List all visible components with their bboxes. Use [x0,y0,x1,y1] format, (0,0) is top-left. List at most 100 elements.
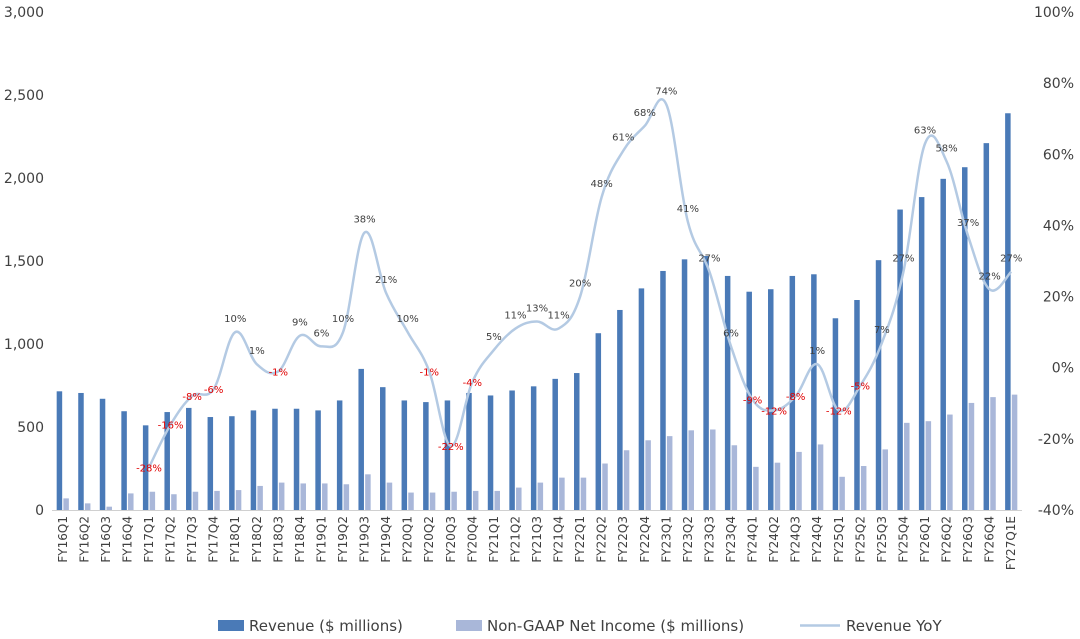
x-tick-label: FY21Q2 [508,516,522,563]
yoy-data-label: -5% [851,382,870,393]
net-income-bar [882,449,888,510]
revenue-bar [315,410,321,510]
x-axis: FY16Q1 FY16Q2 FY16Q3 FY16Q4 FY17Q1 FY17Q2 FY17… [56,516,1018,570]
net-income-bar [904,422,910,510]
net-income-bar [947,414,953,510]
legend-swatch-net-income [456,620,482,631]
revenue-bar [164,412,170,510]
left-tick-label: 0 [35,503,44,519]
revenue-bar [617,309,623,510]
revenue-bar [703,256,709,510]
x-tick-label: FY21Q3 [530,516,544,563]
net-income-bar [451,491,457,510]
revenue-bar [918,197,925,510]
right-tick-label: 20% [1043,290,1074,306]
x-tick-label: FY26Q1 [918,516,932,563]
x-tick-label: FY22Q4 [638,516,652,563]
yoy-data-label: -6% [204,385,223,396]
yoy-data-label: 27% [892,254,914,265]
yoy-data-label: 27% [698,254,720,265]
revenue-bar [897,209,903,511]
yoy-data-label: 1% [249,346,265,357]
net-income-bar [322,483,328,510]
revenue-bar [832,318,839,510]
x-tick-label: FY18Q3 [271,516,285,563]
yoy-data-label: -22% [438,442,464,453]
revenue-bar [78,392,84,510]
bar-series [52,113,1022,511]
net-income-bar [731,445,738,510]
net-income-bar [602,463,608,510]
x-tick-label: FY23Q2 [681,516,695,563]
net-income-bar [472,490,479,510]
revenue-bar [487,395,494,510]
yoy-data-label: 6% [723,328,739,339]
revenue-bar [358,368,364,510]
x-tick-label: FY22Q3 [616,516,630,563]
x-tick-label: FY27Q1E [1004,516,1018,570]
revenue-bar [336,400,343,510]
legend-label-revenue-yoy: Revenue YoY [846,617,942,635]
yoy-data-label: 10% [332,314,354,325]
x-tick-label: FY18Q2 [250,516,264,563]
yoy-data-label: 48% [591,179,613,190]
x-tick-label: FY20Q3 [444,516,458,563]
net-income-bar [860,466,867,510]
net-income-bar [537,482,544,510]
revenue-bar [746,291,752,510]
yoy-data-label: 13% [526,303,548,314]
right-tick-label: 40% [1043,218,1074,234]
yoy-line [147,98,1013,468]
x-tick-label: FY18Q1 [228,516,242,563]
revenue-bar [142,425,149,510]
revenue-bar [423,402,429,510]
right-tick-label: 60% [1043,147,1074,163]
x-tick-label: FY24Q3 [789,516,803,563]
net-income-bar [214,490,220,510]
x-tick-label: FY19Q1 [314,516,328,563]
net-income-bar [559,477,565,510]
yoy-data-label: -28% [136,463,162,474]
x-tick-label: FY17Q2 [164,516,178,563]
x-tick-label: FY22Q2 [595,516,609,563]
revenue-bar [401,400,408,510]
revenue-bar [99,398,106,510]
x-tick-label: FY20Q2 [422,516,436,563]
net-income-bar [408,492,414,510]
revenue-bar [552,378,558,510]
net-income-bar [63,498,69,510]
left-tick-label: 3,000 [4,5,44,21]
net-income-bar [386,482,393,510]
yoy-data-label: -8% [182,392,201,403]
revenue-bar [229,416,235,510]
revenue-bar [638,288,645,510]
x-tick-label: FY21Q4 [552,516,566,563]
net-income-bar [710,429,716,510]
x-tick-label: FY20Q4 [465,516,479,563]
right-tick-label: 100% [1034,5,1074,21]
yoy-data-label: 74% [655,86,677,97]
revenue-bar [207,417,214,510]
yoy-data-label: 22% [979,271,1001,282]
yoy-data-label: 6% [314,328,330,339]
net-income-bar [774,462,781,510]
revenue-bar [186,407,192,510]
x-tick-label: FY26Q2 [940,516,954,563]
revenue-bar [509,390,515,510]
net-income-bar [688,430,694,510]
yoy-data-label: -8% [786,392,805,403]
revenue-bar [875,260,882,510]
yoy-data-label: 1% [809,346,825,357]
revenue-bar [466,392,472,510]
left-tick-label: 1,500 [4,254,44,270]
net-income-bar [516,487,522,510]
net-income-bar [278,482,285,510]
x-tick-label: FY25Q3 [875,516,889,563]
right-tick-label: 0% [1052,361,1074,377]
net-income-bar [171,494,177,510]
right-tick-label: -20% [1038,432,1074,448]
revenue-bar [660,270,666,510]
yoy-data-label: -4% [463,378,482,389]
net-income-bar [192,491,199,510]
